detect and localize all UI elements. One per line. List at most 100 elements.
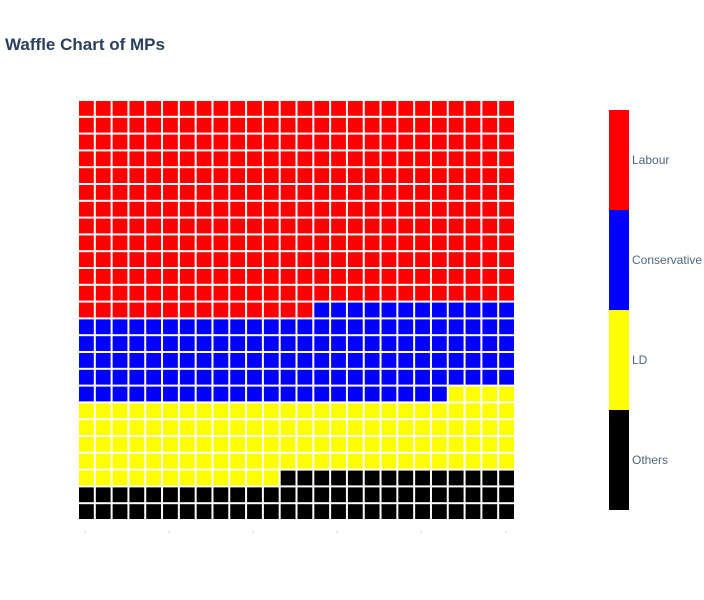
waffle-cell-conservative (465, 302, 481, 318)
waffle-cell-labour (381, 235, 397, 251)
waffle-cell-ld (314, 420, 330, 435)
waffle-cell-labour (95, 151, 111, 167)
waffle-cell-labour (415, 151, 430, 167)
waffle-cell-labour (448, 235, 464, 251)
waffle-cell-labour (415, 235, 430, 251)
waffle-cell-conservative (163, 319, 178, 335)
waffle-cell-others (431, 504, 447, 519)
waffle-cell-labour (331, 269, 346, 284)
waffle-cell-ld (331, 453, 346, 469)
waffle-cell-labour (213, 201, 229, 217)
waffle-cell-labour (95, 285, 111, 301)
waffle-cell-conservative (465, 336, 481, 351)
waffle-cell-labour (280, 185, 296, 200)
waffle-cell-labour (146, 285, 162, 301)
waffle-cell-labour (297, 269, 313, 284)
x-ticks (84, 531, 507, 533)
waffle-cell-ld (179, 470, 195, 486)
waffle-cell-ld (263, 453, 279, 469)
waffle-cell-labour (331, 117, 346, 133)
waffle-cell-others (448, 470, 464, 486)
waffle-cell-labour (381, 117, 397, 133)
waffle-cell-labour (213, 285, 229, 301)
waffle-cell-labour (331, 285, 346, 301)
waffle-cell-conservative (146, 386, 162, 402)
waffle-cell-conservative (331, 386, 346, 402)
waffle-cell-labour (398, 285, 414, 301)
waffle-cell-ld (146, 437, 162, 452)
waffle-cell-labour (482, 101, 498, 116)
waffle-cell-conservative (196, 369, 212, 385)
waffle-cell-conservative (95, 336, 111, 351)
waffle-cell-labour (230, 235, 246, 251)
waffle-cell-conservative (196, 386, 212, 402)
waffle-cell-labour (297, 117, 313, 133)
waffle-cell-conservative (230, 353, 246, 368)
waffle-cell-ld (364, 437, 380, 452)
waffle-cell-labour (196, 285, 212, 301)
waffle-cell-others (280, 504, 296, 519)
waffle-cell-labour (146, 101, 162, 116)
waffle-cell-others (465, 504, 481, 519)
waffle-cell-ld (347, 403, 363, 419)
waffle-cell-labour (314, 269, 330, 284)
waffle-cell-ld (431, 403, 447, 419)
waffle-cell-conservative (415, 386, 430, 402)
waffle-cell-labour (95, 201, 111, 217)
waffle-cell-ld (465, 437, 481, 452)
waffle-cell-ld (112, 437, 128, 452)
waffle-cell-labour (146, 302, 162, 318)
waffle-cell-ld (482, 386, 498, 402)
waffle-cell-conservative (263, 319, 279, 335)
waffle-cell-labour (129, 101, 145, 116)
waffle-cell-labour (196, 302, 212, 318)
waffle-cell-labour (364, 134, 380, 150)
waffle-cell-ld (314, 437, 330, 452)
waffle-cell-labour (196, 168, 212, 183)
waffle-cell-conservative (179, 369, 195, 385)
waffle-cell-labour (146, 218, 162, 234)
waffle-cell-labour (163, 235, 178, 251)
waffle-cell-others (465, 470, 481, 486)
waffle-cell-labour (364, 168, 380, 183)
waffle-cell-labour (364, 252, 380, 267)
waffle-cell-conservative (95, 353, 111, 368)
waffle-cell-conservative (112, 353, 128, 368)
waffle-cell-ld (79, 470, 94, 486)
waffle-cell-ld (398, 420, 414, 435)
waffle-cell-ld (79, 453, 94, 469)
waffle-cell-labour (398, 185, 414, 200)
waffle-cell-others (213, 487, 229, 503)
waffle-cell-ld (263, 437, 279, 452)
waffle-cell-labour (482, 285, 498, 301)
waffle-cell-ld (364, 453, 380, 469)
waffle-cell-labour (179, 218, 195, 234)
waffle-cell-labour (163, 134, 178, 150)
waffle-cell-labour (146, 252, 162, 267)
waffle-cell-ld (499, 437, 514, 452)
waffle-cell-labour (465, 151, 481, 167)
waffle-cell-labour (347, 218, 363, 234)
waffle-cell-ld (263, 420, 279, 435)
waffle-cell-labour (448, 168, 464, 183)
waffle-cell-labour (331, 101, 346, 116)
waffle-cell-labour (129, 235, 145, 251)
waffle-cell-conservative (347, 302, 363, 318)
waffle-cell-ld (347, 453, 363, 469)
waffle-cell-others (263, 487, 279, 503)
waffle-cell-ld (129, 437, 145, 452)
waffle-cell-others (381, 504, 397, 519)
waffle-cell-labour (280, 218, 296, 234)
waffle-cell-labour (314, 235, 330, 251)
waffle-cell-conservative (314, 319, 330, 335)
waffle-cell-labour (112, 101, 128, 116)
waffle-cell-conservative (79, 336, 94, 351)
waffle-cell-ld (415, 453, 430, 469)
waffle-cell-labour (95, 269, 111, 284)
waffle-cell-labour (347, 252, 363, 267)
waffle-cell-labour (230, 185, 246, 200)
waffle-cell-labour (112, 252, 128, 267)
waffle-cell-others (213, 504, 229, 519)
waffle-cell-others (448, 504, 464, 519)
waffle-cell-labour (482, 134, 498, 150)
